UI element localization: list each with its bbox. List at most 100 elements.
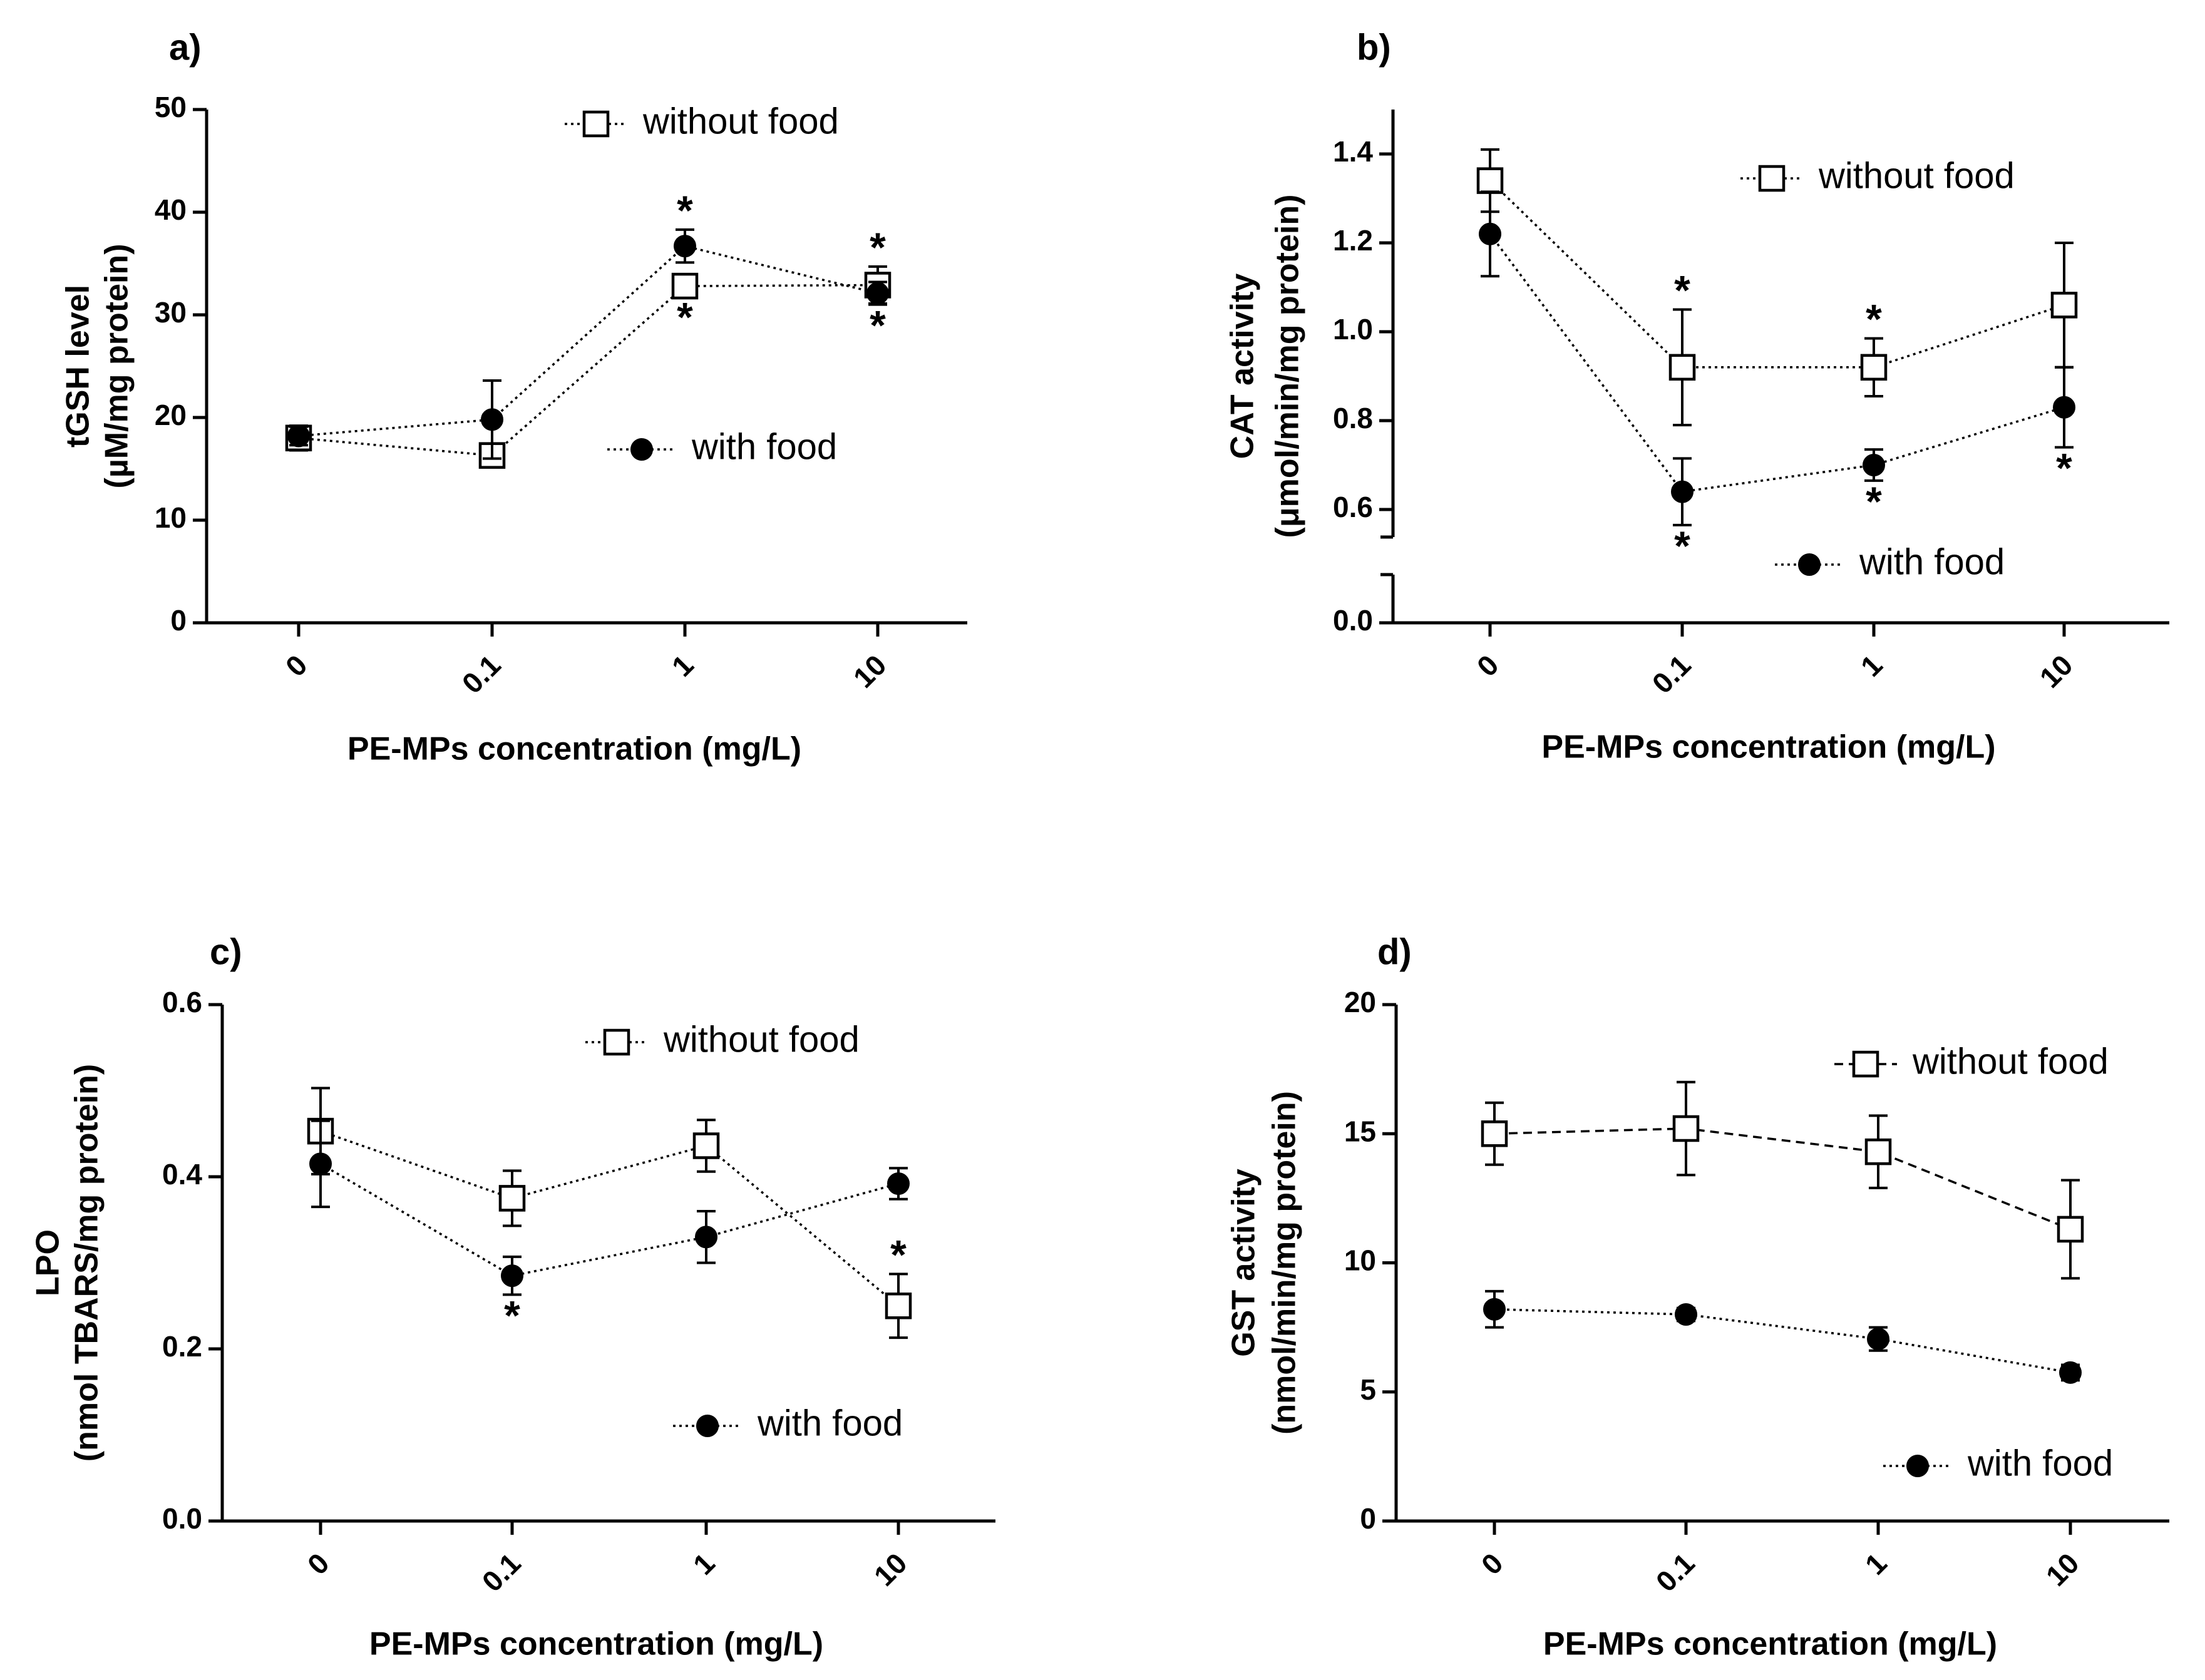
- series-line: [320, 1162, 899, 1277]
- significance-star: *: [2056, 445, 2072, 491]
- series-line: [1494, 1127, 2071, 1231]
- y-tick-label: 10: [155, 501, 187, 534]
- y-tick-label: 0.4: [162, 1158, 202, 1191]
- significance-star: *: [1866, 296, 1882, 342]
- y-tick-label: 40: [155, 193, 187, 226]
- data-point: [1863, 454, 1885, 476]
- x-tick-label: 0: [1475, 1547, 1509, 1581]
- data-point: [1476, 167, 1504, 194]
- x-tick-label: 10: [847, 648, 893, 694]
- y-axis-title: (µM/mg protein): [99, 243, 135, 488]
- y-tick-label: 1.2: [1333, 224, 1373, 257]
- data-point: [1867, 1328, 1889, 1351]
- y-tick-label: 0: [1360, 1502, 1376, 1535]
- x-tick-label: 10: [2033, 648, 2079, 694]
- y-tick-label: 0.6: [162, 986, 202, 1018]
- y-tick-label: 50: [155, 91, 187, 123]
- legend-marker-without-food: [582, 110, 610, 138]
- y-tick-label: 15: [1344, 1115, 1376, 1147]
- panel-label: a): [169, 27, 202, 68]
- series-without-food: *: [307, 1087, 912, 1339]
- series-line: [1489, 180, 2065, 369]
- data-point: [1860, 354, 1888, 381]
- y-tick-label: 1.4: [1333, 135, 1373, 168]
- significance-star: *: [677, 294, 693, 340]
- data-point: [887, 1172, 910, 1195]
- data-point: [1672, 1115, 1700, 1142]
- legend: without food with food: [1834, 1041, 2113, 1483]
- legend-marker-without-food: [603, 1028, 630, 1056]
- data-point: [498, 1185, 526, 1212]
- series-line: [298, 245, 878, 438]
- data-point: [287, 424, 310, 448]
- y-tick-label: 20: [1344, 986, 1376, 1018]
- panel-label: c): [210, 931, 242, 972]
- data-point: [671, 272, 699, 300]
- data-point: [1864, 1138, 1892, 1165]
- x-tick-label: 10: [2040, 1547, 2085, 1592]
- data-point: [674, 235, 696, 258]
- series-line: [1489, 233, 2065, 493]
- x-tick-label: 10: [868, 1547, 913, 1592]
- significance-star: *: [870, 224, 886, 270]
- series-with-food: * * *: [1479, 190, 2075, 569]
- y-axis-title: LPO: [30, 1229, 66, 1296]
- legend-label-with-food: with food: [1859, 541, 2005, 582]
- x-tick-label: 1: [1859, 1547, 1893, 1581]
- data-point: [2057, 1216, 2084, 1243]
- x-tick-label: 0.1: [1650, 1547, 1701, 1598]
- y-tick-label: 0: [170, 604, 187, 637]
- y-tick-label: 0.2: [162, 1330, 202, 1363]
- legend-label-without-food: without food: [1818, 155, 2015, 196]
- y-tick-label: 0.0: [1333, 604, 1373, 637]
- data-point: [481, 408, 503, 431]
- significance-star: *: [1674, 523, 1690, 569]
- data-point: [692, 1132, 720, 1159]
- x-tick-label: 0: [1471, 648, 1505, 683]
- legend-label-without-food: without food: [642, 101, 839, 141]
- data-point: [501, 1264, 523, 1288]
- legend-marker-with-food: [1798, 553, 1821, 576]
- series-with-food: **: [287, 187, 889, 460]
- data-point: [2050, 292, 2078, 319]
- significance-star: *: [1866, 478, 1882, 525]
- x-axis-title: PE-MPs concentration (mg/L): [1541, 729, 1995, 766]
- series-with-food: [1483, 1289, 2082, 1384]
- significance-star: *: [890, 1231, 907, 1278]
- data-point: [309, 1152, 332, 1175]
- legend-marker-with-food: [1906, 1455, 1929, 1477]
- legend: without food with food: [565, 101, 839, 467]
- x-tick-label: 1: [687, 1547, 721, 1581]
- y-tick-label: 0.0: [162, 1502, 202, 1535]
- data-point: [2053, 396, 2075, 419]
- x-axis-title: PE-MPs concentration (mg/L): [347, 731, 801, 767]
- legend-label-without-food: without food: [1912, 1041, 2109, 1082]
- data-point: [1671, 480, 1694, 503]
- significance-star: *: [1674, 267, 1690, 314]
- y-tick-label: 1.0: [1333, 313, 1373, 346]
- legend-label-without-food: without food: [663, 1019, 860, 1060]
- data-point: [866, 282, 889, 305]
- x-tick-label: 0.1: [1646, 648, 1697, 700]
- x-tick-label: 0: [301, 1547, 336, 1581]
- panel-b: b) 0.0 0.6 0.8 1.0 1.2 1.4 0 0.1 1 10 PE-MPs concen…: [1225, 27, 2169, 766]
- data-point: [1668, 354, 1696, 381]
- legend-label-with-food: with food: [1967, 1443, 2113, 1483]
- series-line: [320, 1130, 900, 1307]
- panel-a: a) 0 10 20 30 40 50 0 0.1 1 10 PE-MPs concentration…: [60, 27, 967, 767]
- data-point: [2059, 1361, 2082, 1384]
- data-point: [695, 1226, 717, 1249]
- data-point: [1483, 1298, 1506, 1321]
- legend-marker-without-food: [1758, 165, 1786, 192]
- y-tick-label: 0.6: [1333, 491, 1373, 523]
- panel-c: c) 0.0 0.2 0.4 0.6 0 0.1 1 10 PE-MPs concentratio…: [30, 931, 995, 1662]
- legend-marker-without-food: [1852, 1050, 1879, 1078]
- series-without-food: [1481, 1080, 2084, 1280]
- panel-label: d): [1377, 931, 1412, 972]
- x-axis-title: PE-MPs concentration (mg/L): [1543, 1626, 1997, 1662]
- significance-star: *: [504, 1292, 520, 1338]
- x-tick-label: 1: [666, 648, 700, 683]
- series-line: [1494, 1308, 2071, 1374]
- panel-label: b): [1357, 27, 1391, 68]
